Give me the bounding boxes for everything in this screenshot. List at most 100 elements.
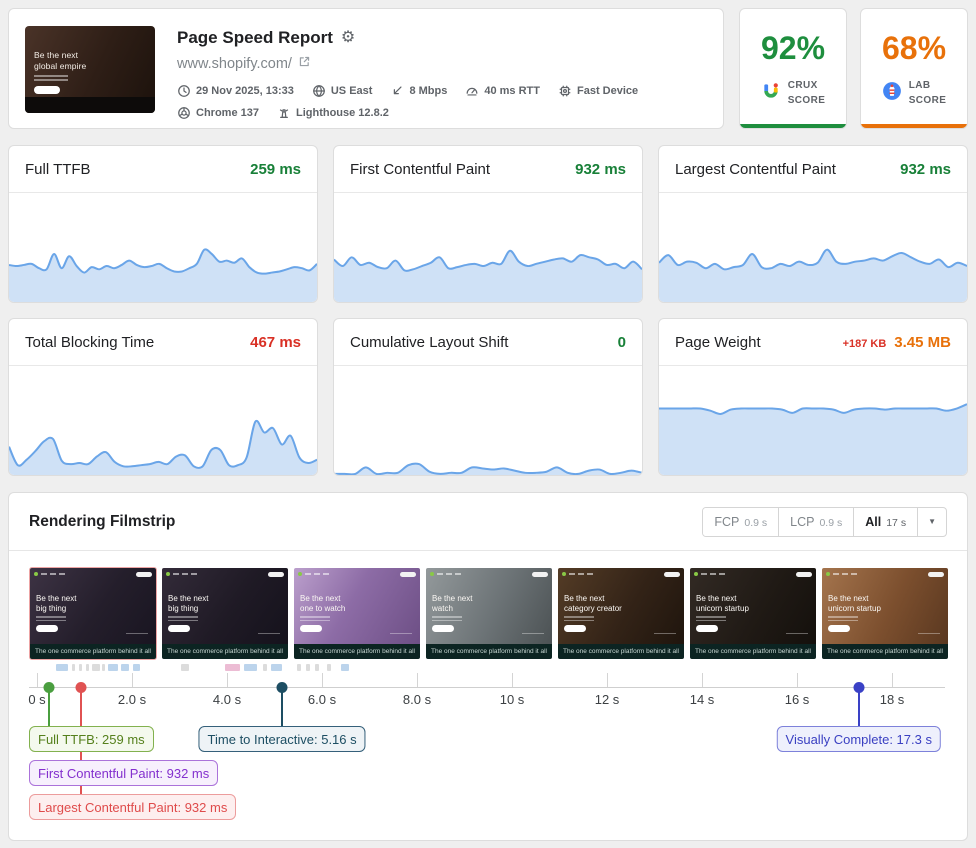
axis-tick-label: 12 s (594, 692, 620, 707)
largest-contentful-paint-marker-dot[interactable] (75, 682, 87, 693)
metric-delta: +187 KB (842, 337, 887, 350)
visually-complete-marker-label[interactable]: Visually Complete: 17.3 s (776, 726, 941, 752)
metric-card-first-contentful-paint: First Contentful Paint 932 ms (333, 145, 643, 303)
frame-cta-button (36, 625, 58, 632)
timeline-axis (29, 687, 945, 688)
request-tick (102, 664, 105, 671)
meta-item-chrome: Chrome 137 (177, 106, 259, 120)
mini-nav-button (136, 571, 152, 577)
all-range-button[interactable]: All 17 s (854, 507, 919, 536)
filmstrip-frame-6[interactable]: Be the next unicorn startup The one comme… (689, 567, 817, 660)
request-tick (181, 664, 189, 671)
first-contentful-paint-marker-label[interactable]: First Contentful Paint: 932 ms (29, 760, 219, 786)
frame-cta-button (564, 625, 586, 632)
settings-gear-icon[interactable]: ⚙ (340, 29, 356, 46)
metric-values: 932 ms (900, 161, 951, 178)
metric-title: Cumulative Layout Shift (350, 333, 509, 351)
frame-cta-button (432, 625, 454, 632)
metric-card-largest-contentful-paint: Largest Contentful Paint 932 ms (658, 145, 968, 303)
frame-subtext (36, 616, 66, 623)
frame-headline: Be the next big thing (168, 594, 209, 613)
frame-subtext (564, 616, 594, 623)
mini-nav-links (170, 568, 197, 583)
metric-sparkline-cumulative-layout-shift (334, 366, 642, 475)
range-value: 17 s (886, 516, 907, 529)
metric-sparkline-total-blocking-time (9, 366, 317, 475)
axis-tick-mark (512, 673, 513, 687)
request-tick (79, 664, 82, 671)
filmstrip-frame-1[interactable]: Be the next big thing The one commerce pl… (29, 567, 157, 660)
axis-tick-label: 4.0 s (212, 692, 242, 707)
metric-card-page-weight: Page Weight +187 KB 3.45 MB (658, 318, 968, 476)
filmstrip-frame-5[interactable]: Be the next category creator The one comm… (557, 567, 685, 660)
request-tick (92, 664, 100, 671)
globe-icon (312, 84, 326, 98)
axis-tick-label: 6.0 s (307, 692, 337, 707)
mini-nav-button (796, 571, 812, 577)
frame-cta-button (300, 625, 322, 632)
frame-footer-text: The one commerce platform behind it all (294, 644, 420, 659)
range-dropdown-caret-icon[interactable]: ▼ (928, 516, 936, 526)
meta-label: 8 Mbps (409, 85, 448, 97)
meta-label: 40 ms RTT (484, 85, 540, 97)
filmstrip-frame-3[interactable]: Be the next one to watch The one commerce… (293, 567, 421, 660)
meta-item-latency: 40 ms RTT (465, 84, 540, 98)
page-title: Page Speed Report (177, 28, 333, 47)
page-url-link[interactable]: www.shopify.com/ (177, 55, 292, 72)
meta-item-device: Fast Device (558, 84, 638, 98)
request-tick (315, 664, 319, 671)
frame-headline: Be the next category creator (564, 594, 622, 613)
frame-headline: Be the next unicorn startup (828, 594, 881, 613)
metric-title: Largest Contentful Paint (675, 160, 836, 178)
axis-tick-mark (132, 673, 133, 687)
frame-side-text (522, 632, 544, 634)
metric-value: 932 ms (900, 160, 951, 178)
thumbnail-headline: Be the next global empire (34, 50, 87, 71)
metric-card-full-ttfb: Full TTFB 259 ms (8, 145, 318, 303)
mini-nav-links (566, 568, 593, 583)
lab-score-value: 68% (881, 30, 947, 66)
visually-complete-marker-dot[interactable] (853, 682, 865, 693)
frame-screenshot: Be the next watch (426, 568, 552, 644)
full-ttfb-marker-label[interactable]: Full TTFB: 259 ms (29, 726, 154, 752)
mini-nav-button (400, 571, 416, 577)
mini-nav-button (268, 571, 284, 577)
frame-subtext (828, 616, 858, 623)
filmstrip-frame-7[interactable]: Be the next unicorn startup The one comme… (821, 567, 949, 660)
filmstrip-frame-4[interactable]: Be the next watch The one commerce platfo… (425, 567, 553, 660)
request-tick (306, 664, 310, 671)
request-tick (133, 664, 140, 671)
fcp-range-button[interactable]: FCP 0.9 s (703, 507, 780, 536)
mini-nav-button (928, 571, 944, 577)
metric-value: 259 ms (250, 160, 301, 178)
axis-tick-mark (227, 673, 228, 687)
range-label: LCP (790, 514, 815, 529)
device-icon (558, 84, 572, 98)
metric-sparkline-page-weight (659, 366, 967, 475)
metric-values: 0 (618, 334, 626, 351)
meta-label: 29 Nov 2025, 13:33 (196, 85, 294, 97)
metric-header-largest-contentful-paint: Largest Contentful Paint 932 ms (659, 146, 967, 193)
metric-header-first-contentful-paint: First Contentful Paint 932 ms (334, 146, 642, 193)
axis-tick-mark (322, 673, 323, 687)
largest-contentful-paint-marker-label[interactable]: Largest Contentful Paint: 932 ms (29, 794, 237, 820)
clock-icon (177, 84, 191, 98)
lcp-range-button[interactable]: LCP 0.9 s (779, 507, 855, 536)
metric-sparkline-first-contentful-paint (334, 193, 642, 302)
time-to-interactive-marker-label[interactable]: Time to Interactive: 5.16 s (198, 726, 366, 752)
axis-tick-mark (797, 673, 798, 687)
filmstrip-frame-2[interactable]: Be the next big thing The one commerce pl… (161, 567, 289, 660)
full-ttfb-marker-dot[interactable] (43, 682, 55, 693)
frame-side-text (126, 632, 148, 634)
mini-logo-dot (34, 572, 38, 576)
meta-item-lighthouse: Lighthouse 12.8.2 (277, 106, 389, 120)
mini-logo-dot (166, 572, 170, 576)
thumbnail-bottom-strip (25, 97, 155, 113)
frame-mini-nav (694, 571, 812, 577)
time-to-interactive-marker-dot[interactable] (276, 682, 288, 693)
frame-mini-nav (34, 571, 152, 577)
lighthouse-logo-icon (882, 81, 902, 106)
frame-subtext (432, 616, 462, 623)
external-link-icon[interactable] (298, 55, 311, 72)
